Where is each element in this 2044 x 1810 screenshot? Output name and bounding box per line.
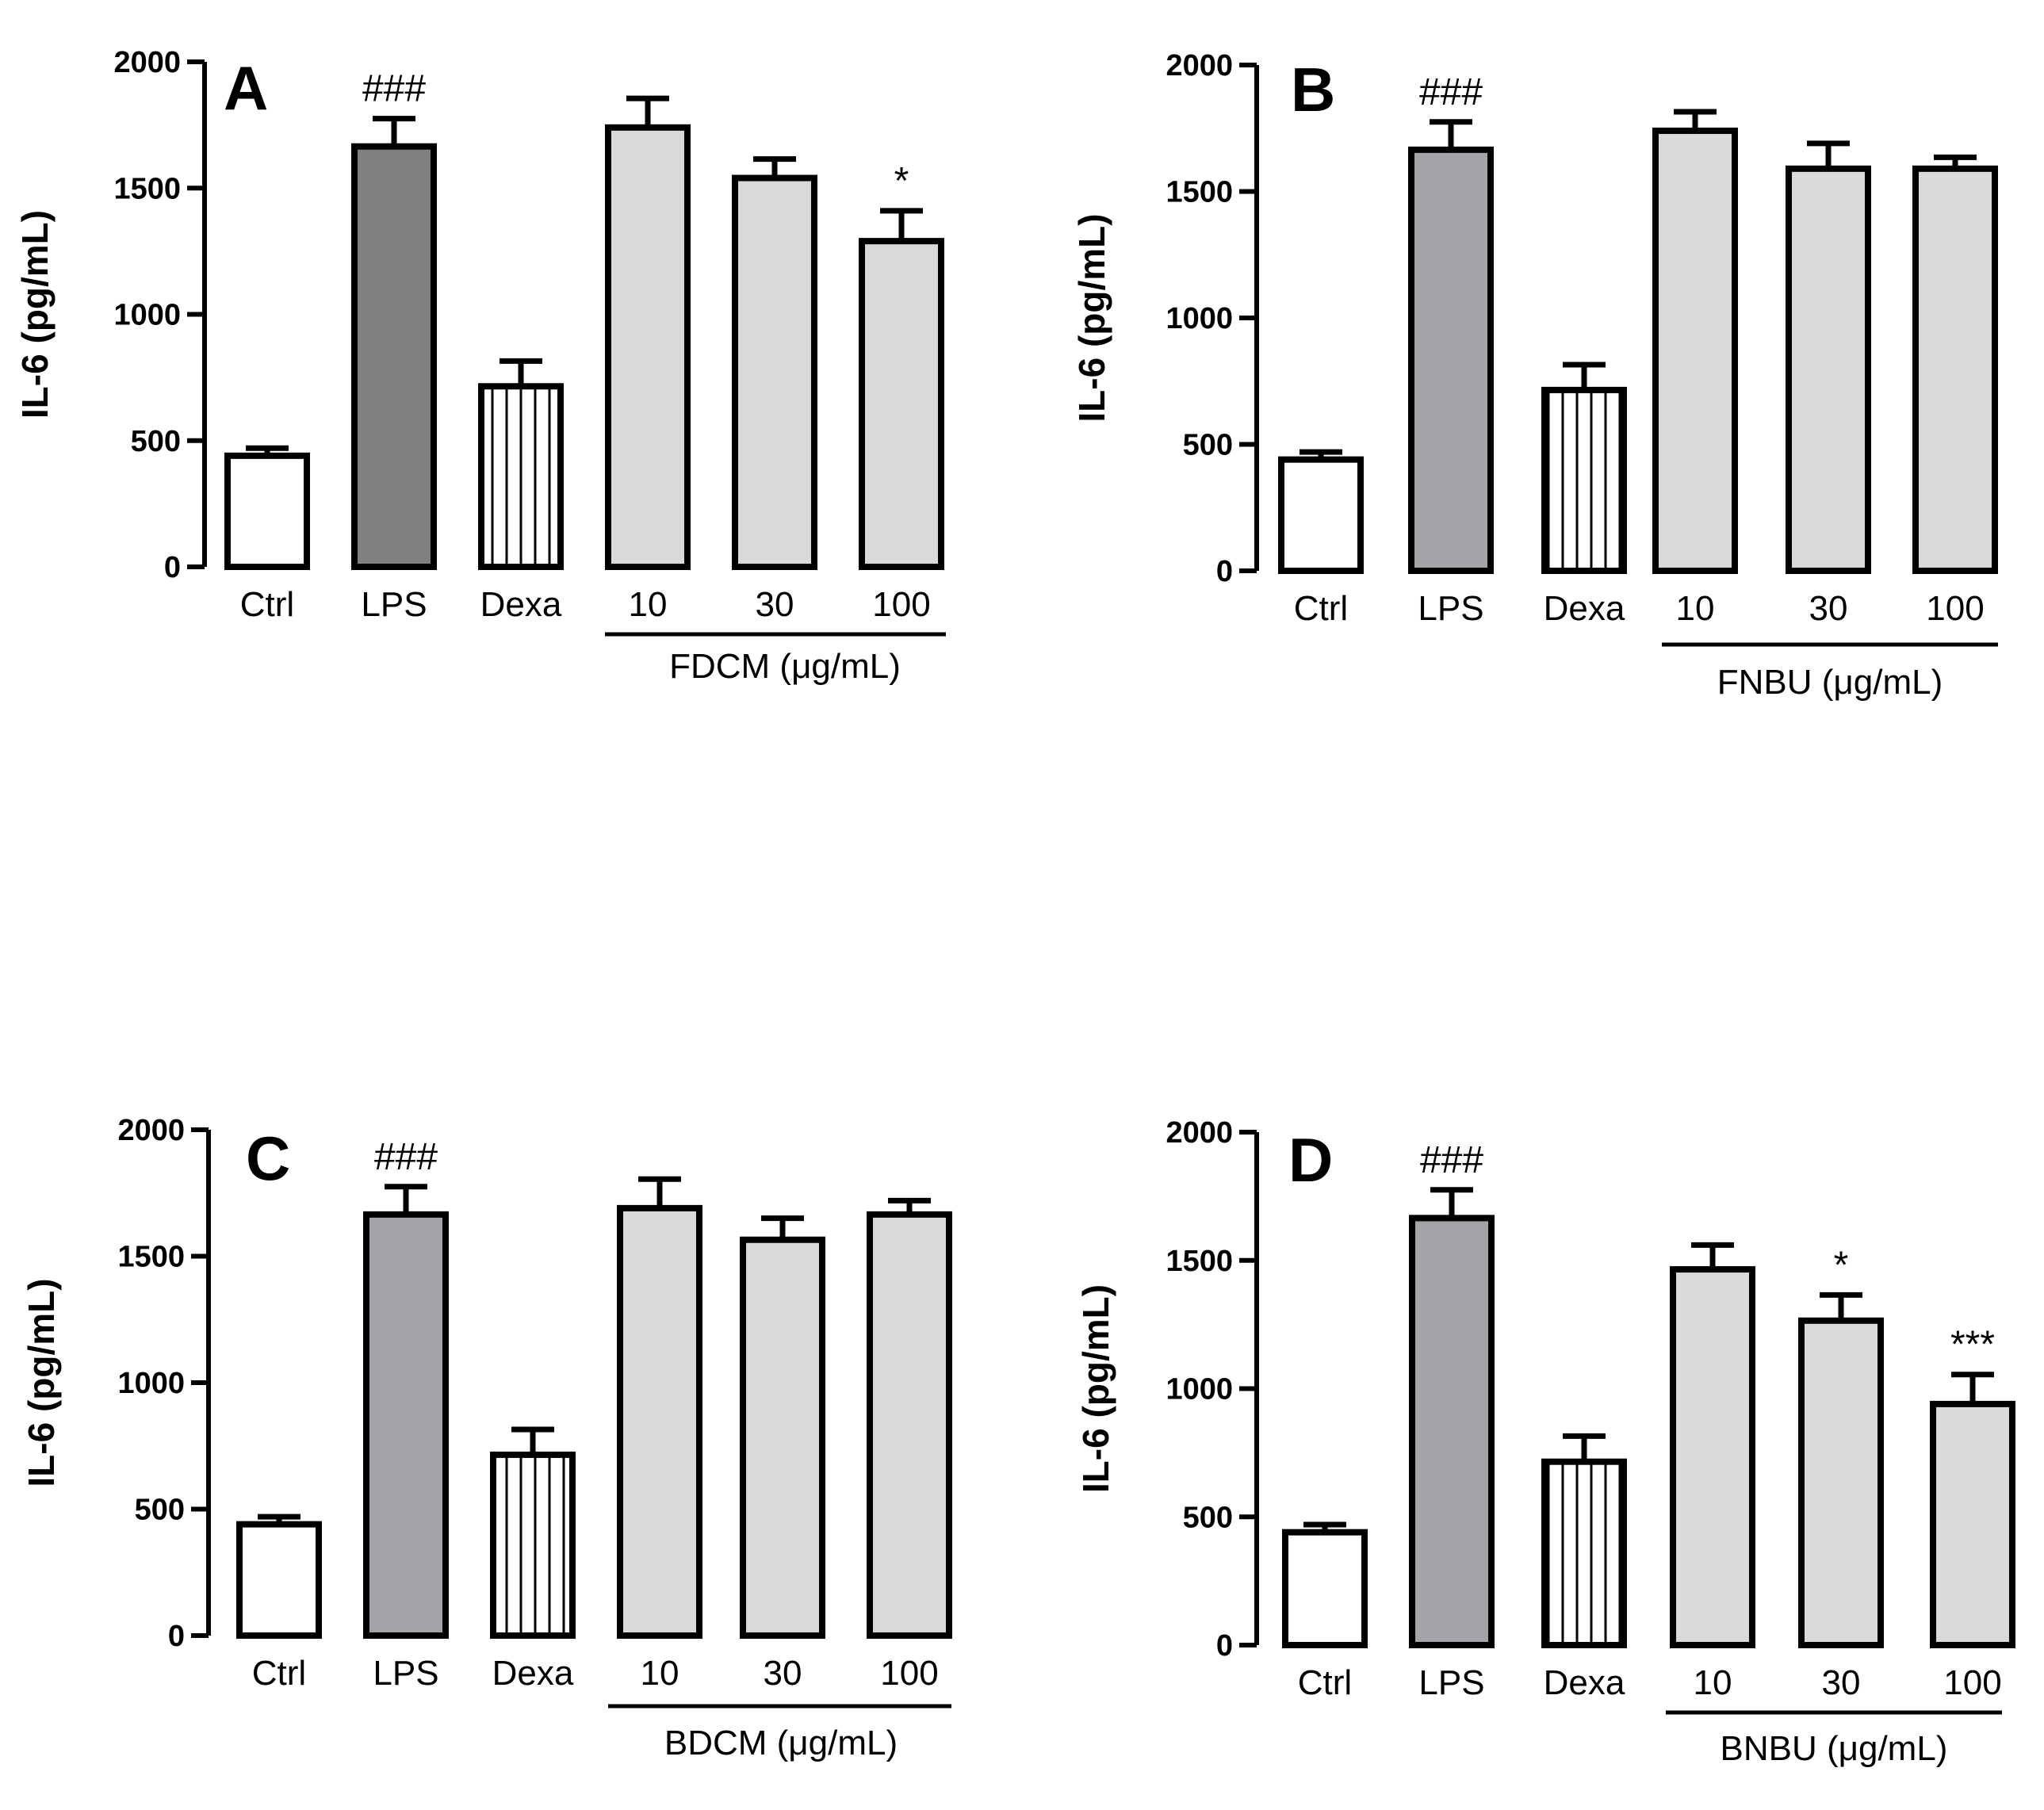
- bar-10: [617, 1204, 702, 1639]
- bar-lps: [351, 143, 437, 570]
- x-category-label: LPS: [373, 1654, 438, 1693]
- chart-panel-b: 0 500 1000 1500 2000 IL-6 (pg/mL) B Ctrl ### LPS D…: [1071, 49, 1998, 702]
- x-category-label: Ctrl: [1294, 589, 1348, 628]
- y-axis-title: IL-6 (pg/mL): [1075, 1284, 1116, 1493]
- panel-letter: A: [224, 53, 268, 123]
- x-category-label: 30: [756, 585, 794, 624]
- bar-100: [1912, 165, 1998, 574]
- y-tick-label: 1500: [1166, 1245, 1233, 1278]
- y-axis-title: IL-6 (pg/mL): [1071, 213, 1112, 422]
- x-category-label: 100: [1926, 589, 1984, 628]
- bar-30: [732, 174, 817, 570]
- x-category-label: Ctrl: [1298, 1663, 1352, 1702]
- y-tick-label: 0: [1216, 1629, 1233, 1663]
- y-tick-label: 1500: [1166, 176, 1233, 209]
- bar-30: [1786, 165, 1871, 574]
- x-category-label: Dexa: [492, 1654, 574, 1693]
- x-category-label: LPS: [1418, 1663, 1484, 1702]
- bar-lps: [363, 1211, 449, 1639]
- bar-ctrl: [236, 1521, 322, 1640]
- bar-dexa: [490, 1451, 576, 1640]
- y-tick-label: 500: [131, 425, 181, 458]
- x-category-label: 10: [1694, 1663, 1732, 1702]
- y-tick-label: 500: [1183, 429, 1233, 462]
- significance-label: ***: [1950, 1324, 1995, 1366]
- x-category-label: 10: [641, 1654, 679, 1693]
- group-label: BNBU (μg/mL): [1721, 1729, 1948, 1768]
- y-tick-label: 1000: [1166, 302, 1233, 335]
- group-label: BDCM (μg/mL): [664, 1724, 898, 1762]
- y-tick-label: 1500: [113, 172, 181, 205]
- x-category-label: 30: [764, 1654, 802, 1693]
- bar-dexa: [478, 383, 564, 570]
- significance-label: *: [1834, 1244, 1849, 1286]
- y-tick-label: 2000: [1166, 1116, 1233, 1150]
- x-category-label: Dexa: [480, 585, 562, 624]
- y-tick-label: 1000: [1166, 1373, 1233, 1406]
- significance-label: ###: [362, 68, 426, 110]
- chart-panel-d: 0 500 1000 1500 2000 IL-6 (pg/mL) D Ctrl ### LPS D…: [1075, 1116, 2015, 1768]
- significance-label: ###: [1420, 1139, 1483, 1181]
- significance-label: *: [894, 160, 909, 202]
- bar-100: [859, 238, 944, 570]
- y-tick-label: 2000: [117, 1114, 185, 1147]
- x-category-label: Dexa: [1544, 589, 1625, 628]
- panel-letter: D: [1288, 1125, 1333, 1195]
- x-category-label: 10: [1676, 589, 1715, 628]
- panel-letter: C: [246, 1123, 290, 1193]
- bar-100: [1930, 1400, 2015, 1649]
- x-category-label: 30: [1822, 1663, 1861, 1702]
- y-tick-label: 1000: [117, 1367, 185, 1400]
- y-tick-label: 500: [1183, 1501, 1233, 1534]
- bar-ctrl: [1282, 1529, 1368, 1649]
- x-category-label: Ctrl: [252, 1654, 306, 1693]
- bar-10: [1670, 1266, 1755, 1648]
- x-category-label: 30: [1809, 589, 1848, 628]
- bar-dexa: [1541, 386, 1627, 575]
- x-category-label: LPS: [1418, 589, 1483, 628]
- bar-100: [867, 1211, 952, 1639]
- group-label: FNBU (μg/mL): [1717, 663, 1943, 702]
- bar-10: [605, 124, 691, 570]
- x-category-label: 100: [872, 585, 930, 624]
- x-category-label: 10: [629, 585, 668, 624]
- significance-label: ###: [1419, 71, 1483, 113]
- y-tick-label: 0: [1216, 555, 1233, 588]
- y-axis-title: IL-6 (pg/mL): [14, 210, 56, 419]
- bar-dexa: [1541, 1458, 1627, 1649]
- x-category-label: 100: [1943, 1663, 2001, 1702]
- group-label: FDCM (μg/mL): [669, 647, 901, 686]
- bar-ctrl: [1278, 456, 1364, 575]
- bar-30: [740, 1236, 825, 1639]
- chart-panel-a: 0 500 1000 1500 2000 IL-6 (pg/mL) A Ctrl ### LPS D…: [14, 46, 946, 686]
- y-tick-label: 2000: [113, 46, 181, 79]
- x-category-label: LPS: [361, 585, 427, 624]
- y-tick-label: 500: [135, 1494, 185, 1527]
- bar-10: [1652, 127, 1738, 574]
- significance-label: ###: [374, 1136, 438, 1178]
- bar-lps: [1408, 146, 1494, 575]
- bar-lps: [1409, 1215, 1495, 1649]
- x-category-label: 100: [880, 1654, 938, 1693]
- y-tick-label: 0: [164, 551, 181, 584]
- panel-letter: B: [1291, 55, 1335, 124]
- y-tick-label: 0: [168, 1620, 185, 1653]
- y-tick-label: 1500: [117, 1241, 185, 1274]
- y-axis-title: IL-6 (pg/mL): [21, 1278, 62, 1487]
- chart-panel-c: 0 500 1000 1500 2000 IL-6 (pg/mL) C Ctrl ### LPS D…: [21, 1114, 952, 1762]
- x-category-label: Dexa: [1544, 1663, 1625, 1702]
- y-tick-label: 2000: [1166, 49, 1233, 82]
- bar-30: [1798, 1317, 1884, 1648]
- y-tick-label: 1000: [113, 299, 181, 332]
- bar-ctrl: [224, 452, 310, 570]
- x-category-label: Ctrl: [240, 585, 294, 624]
